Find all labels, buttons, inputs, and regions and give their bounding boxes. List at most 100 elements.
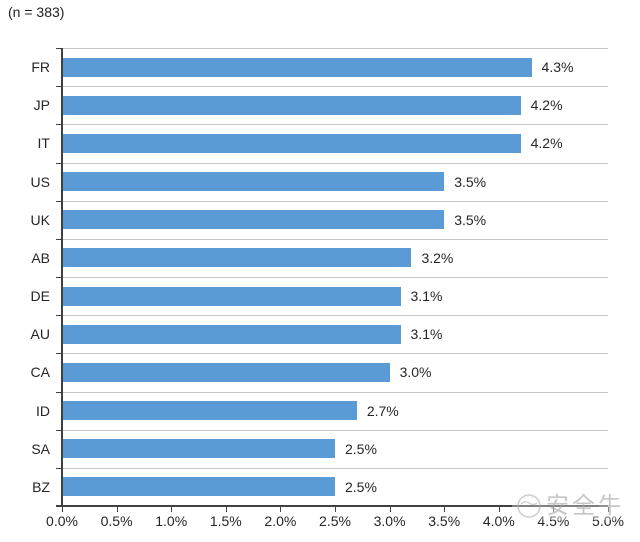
bar-value-label: 4.3% [541, 59, 574, 76]
category-label: CA [30, 364, 50, 381]
x-axis-tick-label: 0.5% [100, 513, 133, 529]
bar-row: 2.5% [62, 430, 608, 468]
bar-value-label: 4.2% [530, 97, 563, 114]
bar-value-label: 2.7% [366, 402, 399, 419]
x-axis-tick [280, 507, 282, 512]
bar-row: 4.2% [62, 124, 608, 162]
y-axis-tick [56, 86, 62, 88]
bar-row: 3.1% [62, 277, 608, 315]
category-label: UK [30, 211, 50, 228]
bar [62, 324, 401, 344]
plot-area: 4.3% 4.2% 4.2% 3.5% 3.5% 3.2% 3.1% 3.1% 3.0% 2.7%… [46, 48, 624, 529]
y-axis-tick [56, 277, 62, 278]
category-axis: FR JP IT US UK AB DE AU CA ID SA BZ [0, 48, 50, 506]
x-axis-tick-label: 5.0% [592, 513, 624, 529]
y-axis-tick [56, 315, 62, 317]
gridline [62, 86, 608, 88]
x-axis-tick-label: 0.0% [46, 513, 78, 529]
bar-value-label: 3.1% [410, 288, 443, 305]
category-label: SA [31, 440, 50, 457]
x-axis-tick [171, 507, 173, 512]
x-axis-tick [116, 507, 118, 512]
bar-row: 2.5% [62, 468, 608, 506]
bar-row: 3.0% [62, 353, 608, 391]
bar-row: 3.5% [62, 163, 608, 201]
gridline [62, 353, 608, 355]
gridline [62, 315, 608, 317]
bar [62, 133, 521, 153]
category-label: IT [37, 135, 50, 152]
gridline [62, 200, 608, 202]
y-axis-tick [56, 200, 62, 202]
bar [62, 248, 412, 268]
x-axis-tick-label: 3.5% [428, 513, 461, 529]
bar [62, 57, 532, 77]
bar [62, 172, 445, 192]
bar [62, 286, 401, 306]
gridline [62, 162, 608, 164]
x-axis-tick-label: 4.0% [482, 513, 515, 529]
y-axis-tick [56, 353, 62, 355]
category-label: AU [30, 326, 50, 343]
x-axis-tick-label: 2.5% [319, 513, 351, 529]
bar-rows: 4.3% 4.2% 4.2% 3.5% 3.5% 3.2% 3.1% 3.1% 3.0% 2.7%… [62, 48, 608, 506]
category-label: BZ [32, 478, 50, 495]
category-label: JP [33, 97, 50, 114]
gridline [62, 467, 608, 469]
bar-value-label: 3.1% [410, 326, 443, 343]
gridline [62, 277, 608, 278]
bar-value-label: 3.5% [454, 211, 487, 228]
gridline [62, 124, 608, 126]
category-label: ID [36, 402, 50, 419]
bar-value-label: 3.5% [454, 173, 487, 190]
x-axis-line [56, 505, 608, 507]
sample-size-label: (n = 383) [8, 4, 65, 20]
gridline [62, 238, 608, 240]
bar-value-label: 2.5% [345, 440, 377, 457]
x-axis-tick [444, 507, 446, 512]
bar-row: 3.5% [62, 201, 608, 239]
bar-row: 3.1% [62, 315, 608, 353]
category-label: FR [31, 59, 50, 76]
x-axis-tick [335, 507, 336, 512]
bar-value-label: 3.2% [421, 249, 454, 266]
gridline [62, 48, 608, 49]
y-axis-line [61, 48, 63, 506]
x-axis-tick-label: 3.0% [373, 513, 406, 529]
x-axis-tick-label: 1.0% [155, 513, 188, 529]
y-axis-tick [56, 467, 62, 469]
y-axis-tick [56, 48, 62, 49]
y-axis-tick [56, 429, 62, 431]
category-label: AB [31, 249, 50, 266]
bar-value-label: 2.5% [345, 478, 377, 495]
gridline [62, 429, 608, 431]
category-label: US [30, 173, 50, 190]
y-axis-tick [56, 238, 62, 240]
x-axis-tick-label: 2.0% [264, 513, 297, 529]
x-axis-tick [553, 507, 555, 512]
bar [62, 477, 335, 497]
bar-value-label: 3.0% [399, 364, 432, 381]
bar-row: 4.3% [62, 48, 608, 86]
bar-row: 3.2% [62, 239, 608, 277]
bar-row: 2.7% [62, 392, 608, 430]
bar [62, 210, 445, 230]
x-axis-tick-label: 4.5% [537, 513, 570, 529]
y-axis-tick [56, 162, 62, 164]
y-axis-tick [56, 391, 62, 393]
x-axis: 0.0% 0.5% 1.0% 1.5% 2.0% 2.5% 3.0% 3.5% 4.0% 4.5%… [46, 506, 624, 542]
gridline [62, 391, 608, 393]
x-axis-tick [608, 507, 609, 512]
bar-row: 4.2% [62, 86, 608, 124]
bar [62, 95, 521, 115]
bar [62, 362, 390, 382]
bar [62, 439, 335, 459]
x-axis-tick [225, 507, 227, 512]
bar [62, 401, 357, 421]
y-axis-tick [56, 124, 62, 126]
bar-value-label: 4.2% [530, 135, 563, 152]
x-axis-tick [389, 507, 391, 512]
category-label: DE [30, 288, 50, 305]
x-axis-tick [498, 507, 500, 512]
